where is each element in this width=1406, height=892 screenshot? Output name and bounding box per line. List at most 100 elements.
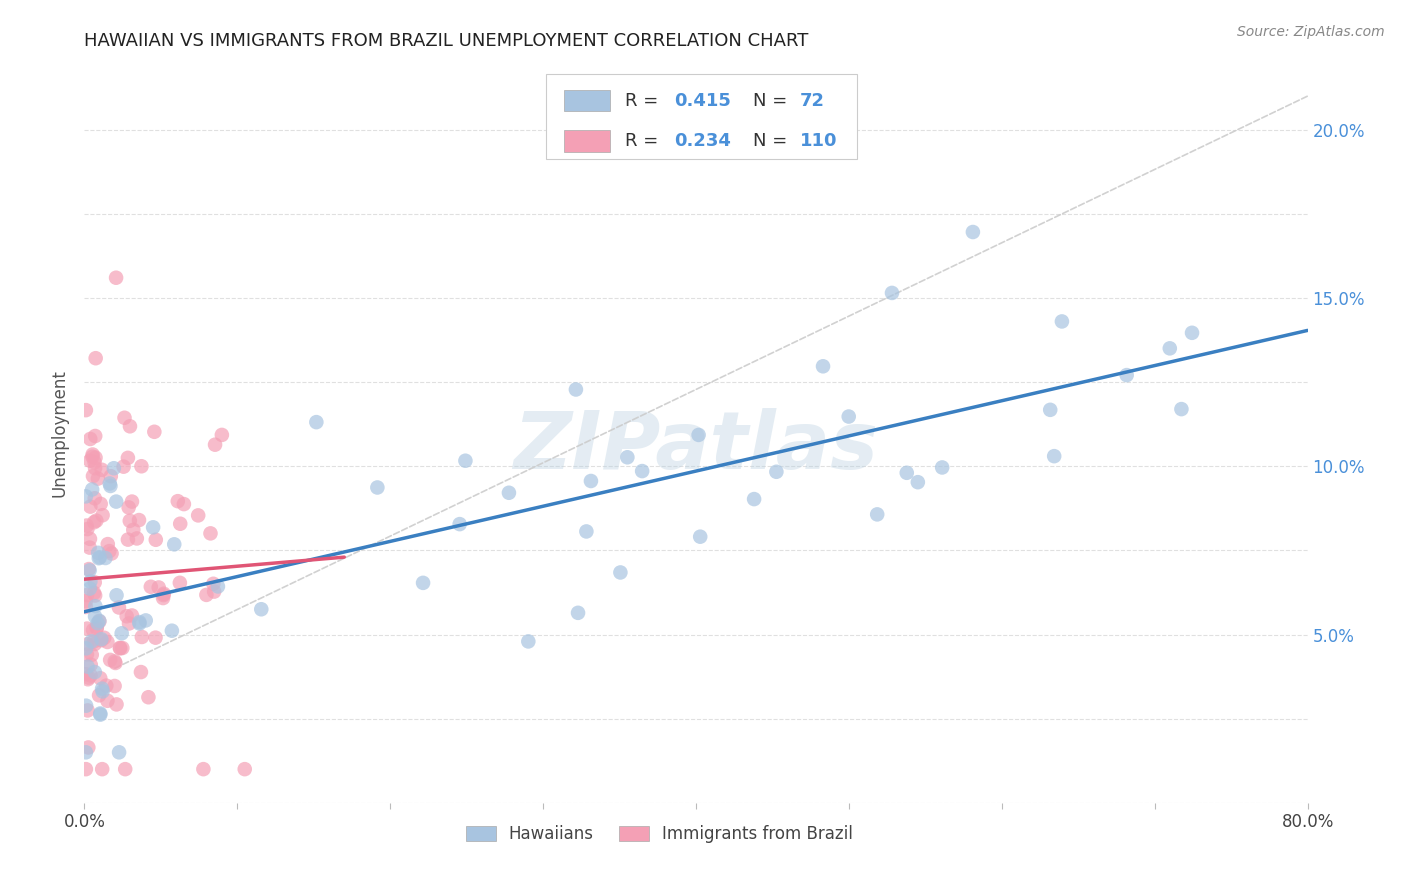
Point <box>83 586 105 600</box>
Point <box>689 530 711 544</box>
Point <box>91 684 114 698</box>
Text: Source: ZipAtlas.com: Source: ZipAtlas.com <box>1237 25 1385 39</box>
Point <box>454 454 477 468</box>
Point <box>75 745 97 759</box>
Point <box>76 522 98 536</box>
Point <box>75 698 97 713</box>
Point <box>142 520 165 534</box>
Point <box>880 285 903 300</box>
Point <box>250 602 273 616</box>
Point <box>931 460 953 475</box>
Point <box>118 419 141 434</box>
Point <box>80 634 103 648</box>
Point <box>169 516 191 531</box>
Point <box>118 500 141 515</box>
Point <box>195 588 218 602</box>
Point <box>907 475 929 490</box>
Point <box>135 614 157 628</box>
Point <box>75 667 97 681</box>
Point <box>86 514 108 528</box>
Point <box>517 634 540 648</box>
Point <box>90 497 112 511</box>
Point <box>498 485 520 500</box>
Point <box>117 533 139 547</box>
Point <box>811 359 834 374</box>
Point <box>91 762 114 776</box>
Point <box>145 533 167 547</box>
Point <box>104 679 127 693</box>
Point <box>82 450 104 464</box>
Point <box>103 461 125 475</box>
Point <box>98 476 121 491</box>
Point <box>112 459 135 474</box>
Point <box>115 609 138 624</box>
Point <box>79 541 101 555</box>
Point <box>87 551 110 566</box>
Point <box>77 671 100 685</box>
Point <box>366 481 388 495</box>
Point <box>79 668 101 682</box>
Point <box>129 665 152 679</box>
Y-axis label: Unemployment: Unemployment <box>51 368 69 497</box>
Point <box>1115 368 1137 383</box>
Point <box>233 762 256 776</box>
Point <box>616 450 638 465</box>
Point <box>83 455 105 469</box>
Point <box>98 544 121 558</box>
Point <box>80 648 103 662</box>
Point <box>121 494 143 508</box>
Point <box>79 500 101 514</box>
Point <box>86 616 108 631</box>
Point <box>83 491 105 506</box>
Point <box>104 656 127 670</box>
Point <box>76 518 98 533</box>
Point <box>75 599 97 614</box>
Point <box>105 698 128 712</box>
Point <box>105 588 128 602</box>
Point <box>84 609 107 624</box>
Point <box>211 428 233 442</box>
Point <box>1043 449 1066 463</box>
Point <box>193 762 215 776</box>
Point <box>121 608 143 623</box>
Point <box>105 494 128 508</box>
Point <box>94 551 117 566</box>
Point <box>202 584 225 599</box>
Point <box>742 492 765 507</box>
Point <box>108 640 131 655</box>
Point <box>91 681 114 696</box>
Point <box>1159 342 1181 356</box>
Point <box>79 563 101 577</box>
Point <box>204 438 226 452</box>
Point <box>412 575 434 590</box>
Point <box>449 517 471 532</box>
Point <box>111 640 134 655</box>
Point <box>76 622 98 636</box>
Point <box>84 429 107 443</box>
Point <box>145 631 167 645</box>
Point <box>117 450 139 465</box>
Point <box>305 415 328 429</box>
Bar <box>564 130 610 152</box>
Point <box>166 494 188 508</box>
Point <box>79 574 101 589</box>
Point <box>108 745 131 759</box>
Point <box>89 707 111 722</box>
Point <box>75 403 97 417</box>
Text: HAWAIIAN VS IMMIGRANTS FROM BRAZIL UNEMPLOYMENT CORRELATION CHART: HAWAIIAN VS IMMIGRANTS FROM BRAZIL UNEMP… <box>84 32 808 50</box>
Point <box>152 588 174 602</box>
Legend: Hawaiians, Immigrants from Brazil: Hawaiians, Immigrants from Brazil <box>458 819 859 850</box>
Point <box>131 630 153 644</box>
Point <box>98 653 121 667</box>
Text: N =: N = <box>754 92 793 110</box>
Point <box>100 469 122 483</box>
Point <box>90 463 112 477</box>
Point <box>200 526 222 541</box>
Point <box>152 587 174 601</box>
Point <box>114 762 136 776</box>
Point <box>187 508 209 523</box>
Point <box>91 508 114 523</box>
Point <box>83 637 105 651</box>
Point <box>84 589 107 603</box>
Point <box>89 615 111 629</box>
